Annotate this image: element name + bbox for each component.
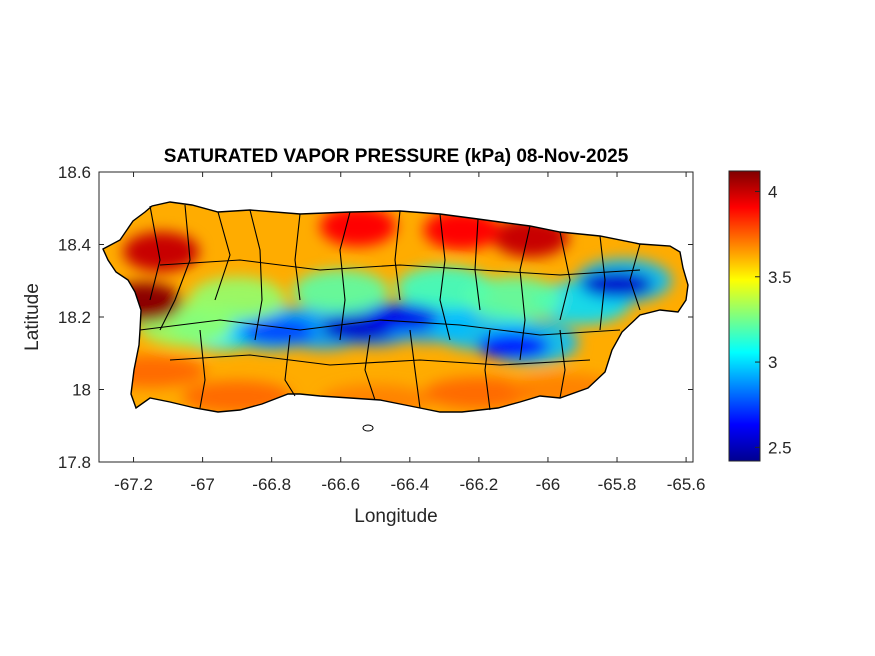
vapor-pressure-heatmap — [103, 202, 688, 412]
low-value-region — [242, 318, 315, 345]
municipality-border — [214, 211, 231, 301]
municipality-border — [559, 231, 571, 321]
x-tick-label: -67.2 — [114, 475, 153, 494]
colorbar-tick-label: 2.5 — [768, 438, 792, 457]
municipality-boundaries — [139, 204, 641, 432]
municipality-border — [159, 204, 191, 331]
municipality-border — [439, 213, 451, 341]
municipality-border — [139, 319, 621, 336]
municipality-border — [409, 329, 421, 409]
heat-cell — [465, 276, 562, 321]
low-value-region — [366, 304, 439, 330]
x-tick-label: -66.2 — [460, 475, 499, 494]
municipality-border — [394, 210, 401, 301]
x-tick-label: -65.6 — [667, 475, 706, 494]
x-tick-label: -66.6 — [321, 475, 360, 494]
municipality-border — [559, 329, 566, 399]
municipality-border — [199, 329, 206, 409]
plot-area: -67.2 -67 -66.8 -66.6 -66.4 -66.2 -66 -65.8 -65.… — [58, 163, 706, 494]
island-coastline — [102, 201, 689, 413]
x-tick-label: -67 — [190, 475, 215, 494]
heat-cell — [292, 269, 389, 314]
low-value-region — [477, 333, 550, 359]
x-tick-label: -65.8 — [598, 475, 637, 494]
municipality-border — [149, 205, 161, 301]
municipality-border — [629, 243, 641, 311]
caja-de-muertos-islet — [362, 424, 374, 432]
municipality-border — [249, 209, 263, 341]
colorbar: 2.5 3 3.5 4 — [728, 170, 792, 462]
x-tick-label: -66.4 — [390, 475, 429, 494]
colorbar-ticks: 2.5 3 3.5 4 — [755, 182, 792, 457]
y-tick-label: 17.8 — [58, 453, 91, 472]
x-axis-ticks: -67.2 -67 -66.8 -66.6 -66.4 -66.2 -66 -65.8 -65.… — [114, 172, 705, 494]
low-value-region — [581, 271, 654, 298]
municipality-border — [284, 334, 296, 397]
x-axis-label: Longitude — [354, 506, 437, 527]
municipality-border — [294, 213, 301, 301]
y-tick-label: 18.6 — [58, 163, 91, 182]
municipality-border — [484, 329, 491, 411]
colorbar-gradient — [728, 170, 761, 462]
colorbar-tick-label: 4 — [768, 182, 777, 201]
municipality-border — [159, 259, 641, 276]
high-value-region — [123, 231, 200, 272]
x-tick-label: -66.8 — [252, 475, 291, 494]
chart-title: SATURATED VAPOR PRESSURE (kPa) 08-Nov-20… — [164, 146, 629, 167]
municipality-border — [169, 354, 591, 366]
municipality-border — [339, 211, 351, 341]
y-axis-label: Latitude — [22, 283, 43, 351]
high-value-region — [320, 206, 397, 247]
y-tick-label: 18 — [72, 381, 91, 400]
y-tick-label: 18.2 — [58, 308, 91, 327]
x-tick-label: -66 — [536, 475, 561, 494]
y-axis-ticks: 17.8 18 18.2 18.4 18.6 — [58, 163, 693, 472]
municipality-border — [599, 235, 606, 331]
y-tick-label: 18.4 — [58, 236, 91, 255]
colorbar-tick-label: 3 — [768, 353, 777, 372]
municipality-border — [519, 225, 531, 361]
colorbar-tick-label: 3.5 — [768, 268, 792, 287]
municipality-border — [364, 334, 376, 401]
heat-cell — [423, 377, 534, 410]
